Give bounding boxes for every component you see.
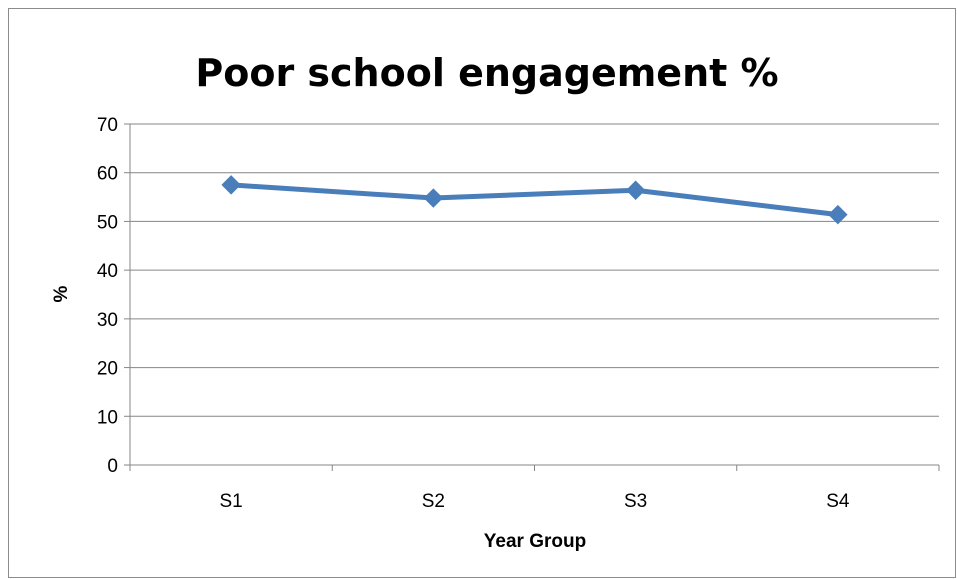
series-line (228, 182, 841, 218)
series-layer (221, 175, 848, 225)
y-axis-title: % (51, 285, 72, 302)
data-point-S3 (625, 180, 646, 200)
y-axis-tick-labels: 0 10 20 30 40 50 60 70 (97, 115, 118, 477)
y-tick-label: 60 (97, 164, 118, 185)
x-tick-label: S1 (220, 491, 243, 512)
y-tick-label: 70 (97, 115, 118, 136)
y-tick-label: 30 (97, 310, 118, 331)
chart-title: Poor school engagement % (195, 51, 778, 95)
x-tick-label: S3 (624, 491, 647, 512)
x-tick-label: S2 (422, 491, 445, 512)
x-tick-label: S4 (826, 491, 850, 512)
x-axis-tick-labels: S1 S2 S3 S4 (220, 491, 850, 512)
data-point-S2 (423, 188, 444, 208)
axes (124, 123, 940, 471)
y-tick-label: 40 (97, 261, 118, 282)
chart-frame (8, 8, 956, 578)
y-tick-label: 50 (97, 212, 118, 233)
y-tick-label: 0 (107, 456, 118, 477)
data-point-S1 (221, 175, 241, 195)
x-axis-title: Year Group (484, 531, 586, 552)
gridlines (130, 123, 939, 417)
data-point-S4 (828, 204, 848, 225)
y-tick-label: 20 (97, 359, 118, 380)
y-tick-label: 10 (97, 407, 118, 428)
